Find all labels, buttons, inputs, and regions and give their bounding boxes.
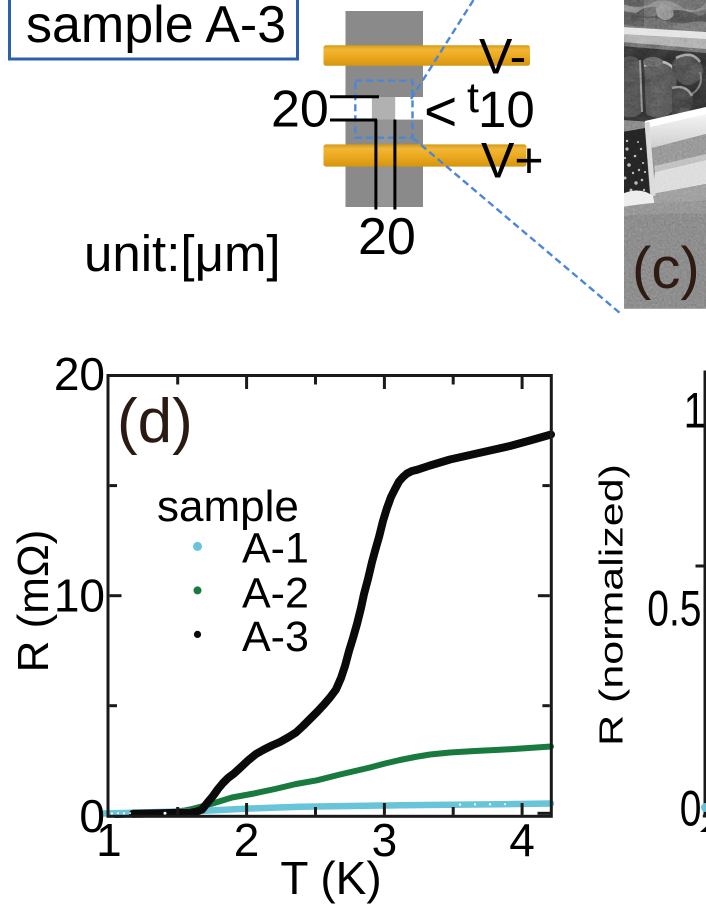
svg-text:0: 0 [680, 780, 702, 837]
svg-text:(d): (d) [117, 387, 193, 456]
svg-text:0.5: 0.5 [647, 580, 701, 637]
svg-text:A-2: A-2 [242, 569, 309, 617]
svg-text:10: 10 [478, 81, 535, 138]
svg-text:R (normalized): R (normalized) [593, 464, 630, 746]
svg-text:0: 0 [79, 790, 105, 842]
svg-text:V-: V- [479, 29, 526, 85]
svg-text:20: 20 [358, 208, 416, 266]
svg-text:sample A-3: sample A-3 [26, 0, 286, 54]
svg-text:1: 1 [684, 382, 706, 439]
svg-text:R (mΩ): R (mΩ) [9, 530, 58, 673]
svg-text:t: t [467, 74, 479, 122]
svg-text:1: 1 [96, 814, 122, 866]
svg-text:10: 10 [54, 570, 105, 622]
svg-text:A-3: A-3 [242, 613, 309, 661]
svg-text:(c): (c) [632, 236, 700, 301]
svg-text:unit:[μm]: unit:[μm] [84, 225, 281, 282]
svg-text:<: < [424, 80, 457, 144]
svg-text:T (K): T (K) [280, 852, 381, 904]
svg-text:4: 4 [509, 814, 535, 866]
svg-text:sample: sample [157, 482, 299, 531]
svg-text:A-1: A-1 [242, 525, 309, 573]
svg-text:2: 2 [234, 814, 260, 866]
svg-text:V+: V+ [481, 133, 544, 189]
svg-text:20: 20 [271, 81, 329, 139]
svg-text:20: 20 [54, 348, 105, 400]
svg-text:3: 3 [372, 814, 398, 866]
